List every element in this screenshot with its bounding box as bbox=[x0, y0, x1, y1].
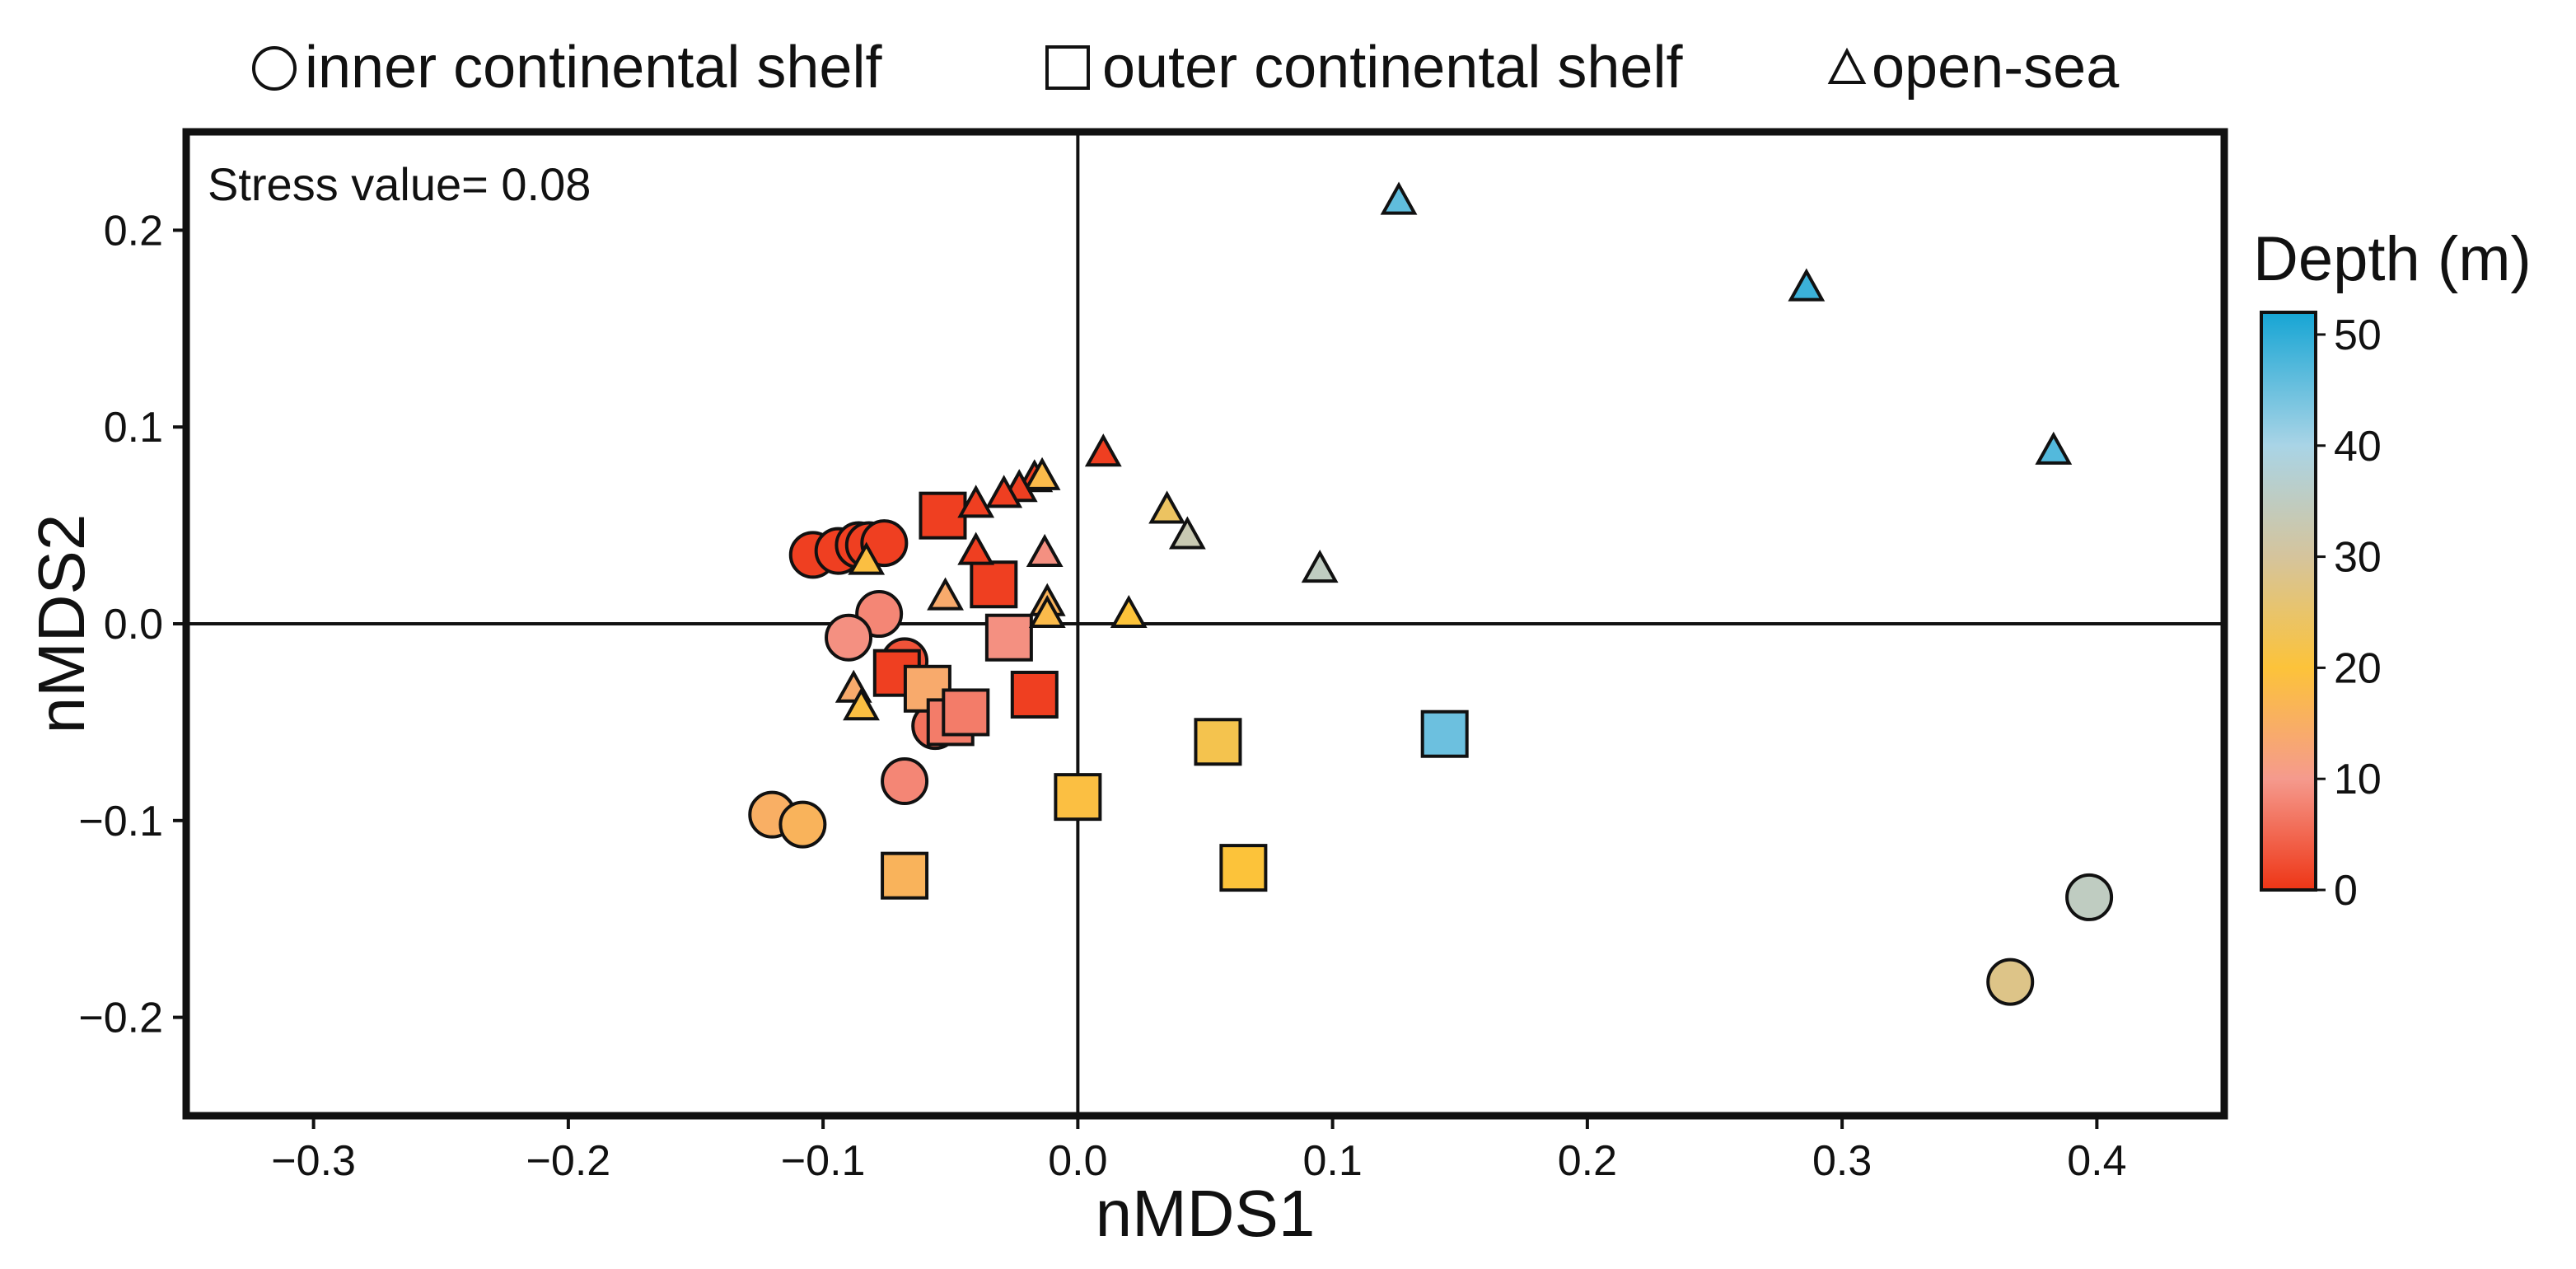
outer-shelf-point bbox=[1219, 844, 1268, 892]
x-tick-label: 0.2 bbox=[1558, 1137, 1617, 1185]
y-axis-label: nMDS2 bbox=[25, 514, 98, 734]
open-sea-point bbox=[957, 485, 995, 518]
colorbar-title: Depth (m) bbox=[2253, 224, 2532, 294]
x-tick-label: 0.3 bbox=[1812, 1137, 1872, 1185]
colorbar-tick-label: 20 bbox=[2334, 644, 2382, 692]
inner-shelf-point bbox=[825, 613, 873, 662]
open-sea-point bbox=[1084, 433, 1122, 467]
x-tick-label: −0.2 bbox=[526, 1137, 611, 1185]
colorbar-tick-label: 50 bbox=[2334, 311, 2382, 359]
outer-shelf-point bbox=[1194, 718, 1242, 766]
colorbar-tick-label: 0 bbox=[2334, 867, 2358, 915]
stress-annotation: Stress value= 0.08 bbox=[208, 158, 591, 210]
outer-shelf-point bbox=[970, 560, 1018, 609]
x-tick-label: −0.3 bbox=[271, 1137, 356, 1185]
x-axis-ticks: −0.3 −0.2 −0.1 0.0 0.1 0.2 0.3 0.4 bbox=[271, 1116, 2127, 1185]
open-sea-point bbox=[957, 531, 995, 565]
outer-shelf-point bbox=[919, 491, 967, 540]
open-sea-point bbox=[848, 541, 886, 575]
open-sea-point bbox=[985, 475, 1023, 508]
legend-square-marker bbox=[1045, 45, 1090, 90]
open-sea-point bbox=[1028, 594, 1066, 629]
legend-label-outer-shelf: outer continental shelf bbox=[1102, 35, 1683, 101]
outer-shelf-point bbox=[984, 613, 1033, 662]
legend-label-inner-shelf: inner continental shelf bbox=[305, 35, 882, 101]
y-tick-label: −0.2 bbox=[78, 995, 163, 1042]
open-sea-point bbox=[1110, 594, 1148, 629]
legend-circle-marker bbox=[252, 46, 297, 91]
x-tick-label: 0.4 bbox=[2067, 1137, 2126, 1185]
colorbar-ticks: 0 10 20 30 40 50 bbox=[2316, 311, 2382, 915]
outer-shelf-point bbox=[1054, 773, 1102, 822]
legend-triangle-marker bbox=[1827, 47, 1867, 84]
colorbar-tick-label: 40 bbox=[2334, 423, 2382, 471]
colorbar-tick-label: 10 bbox=[2334, 756, 2382, 803]
y-tick-label: 0.2 bbox=[104, 207, 163, 255]
open-sea-point bbox=[1301, 550, 1339, 583]
y-tick-label: −0.1 bbox=[78, 798, 163, 845]
colorbar-tick-label: 30 bbox=[2334, 534, 2382, 582]
x-tick-label: −0.1 bbox=[781, 1137, 866, 1185]
open-sea-point bbox=[927, 577, 964, 611]
outer-shelf-point bbox=[942, 688, 990, 737]
inner-shelf-point bbox=[778, 800, 827, 849]
legend: inner continental shelf outer continenta… bbox=[252, 35, 2120, 101]
open-sea-point bbox=[1026, 533, 1064, 568]
colorbar: Depth (m) 0 10 20 30 40 50 bbox=[2253, 224, 2532, 915]
outer-shelf-point bbox=[1420, 709, 1469, 758]
inner-shelf-point bbox=[2065, 873, 2114, 921]
y-axis-ticks: 0.2 0.1 0.0 −0.1 −0.2 bbox=[78, 207, 186, 1042]
legend-label-open-sea: open-sea bbox=[1872, 35, 2120, 101]
colorbar-gradient bbox=[2260, 311, 2317, 892]
y-tick-label: 0.0 bbox=[104, 601, 163, 649]
open-sea-point bbox=[1168, 516, 1206, 550]
open-sea-point bbox=[1380, 181, 1418, 215]
x-tick-label: 0.1 bbox=[1302, 1137, 1362, 1185]
outer-shelf-point bbox=[881, 851, 929, 900]
open-sea-point bbox=[1788, 268, 1826, 302]
x-tick-label: 0.0 bbox=[1048, 1137, 1107, 1185]
open-sea-point bbox=[2035, 431, 2073, 465]
inner-shelf-point bbox=[881, 757, 929, 806]
open-sea-point bbox=[1023, 457, 1061, 490]
y-tick-label: 0.1 bbox=[104, 404, 163, 452]
open-sea-point bbox=[843, 687, 880, 721]
inner-shelf-point bbox=[1986, 958, 2035, 1006]
data-points bbox=[748, 181, 2114, 1006]
x-axis-label: nMDS1 bbox=[1096, 1177, 1316, 1250]
open-sea-point bbox=[1148, 490, 1186, 524]
outer-shelf-point bbox=[1010, 670, 1059, 719]
